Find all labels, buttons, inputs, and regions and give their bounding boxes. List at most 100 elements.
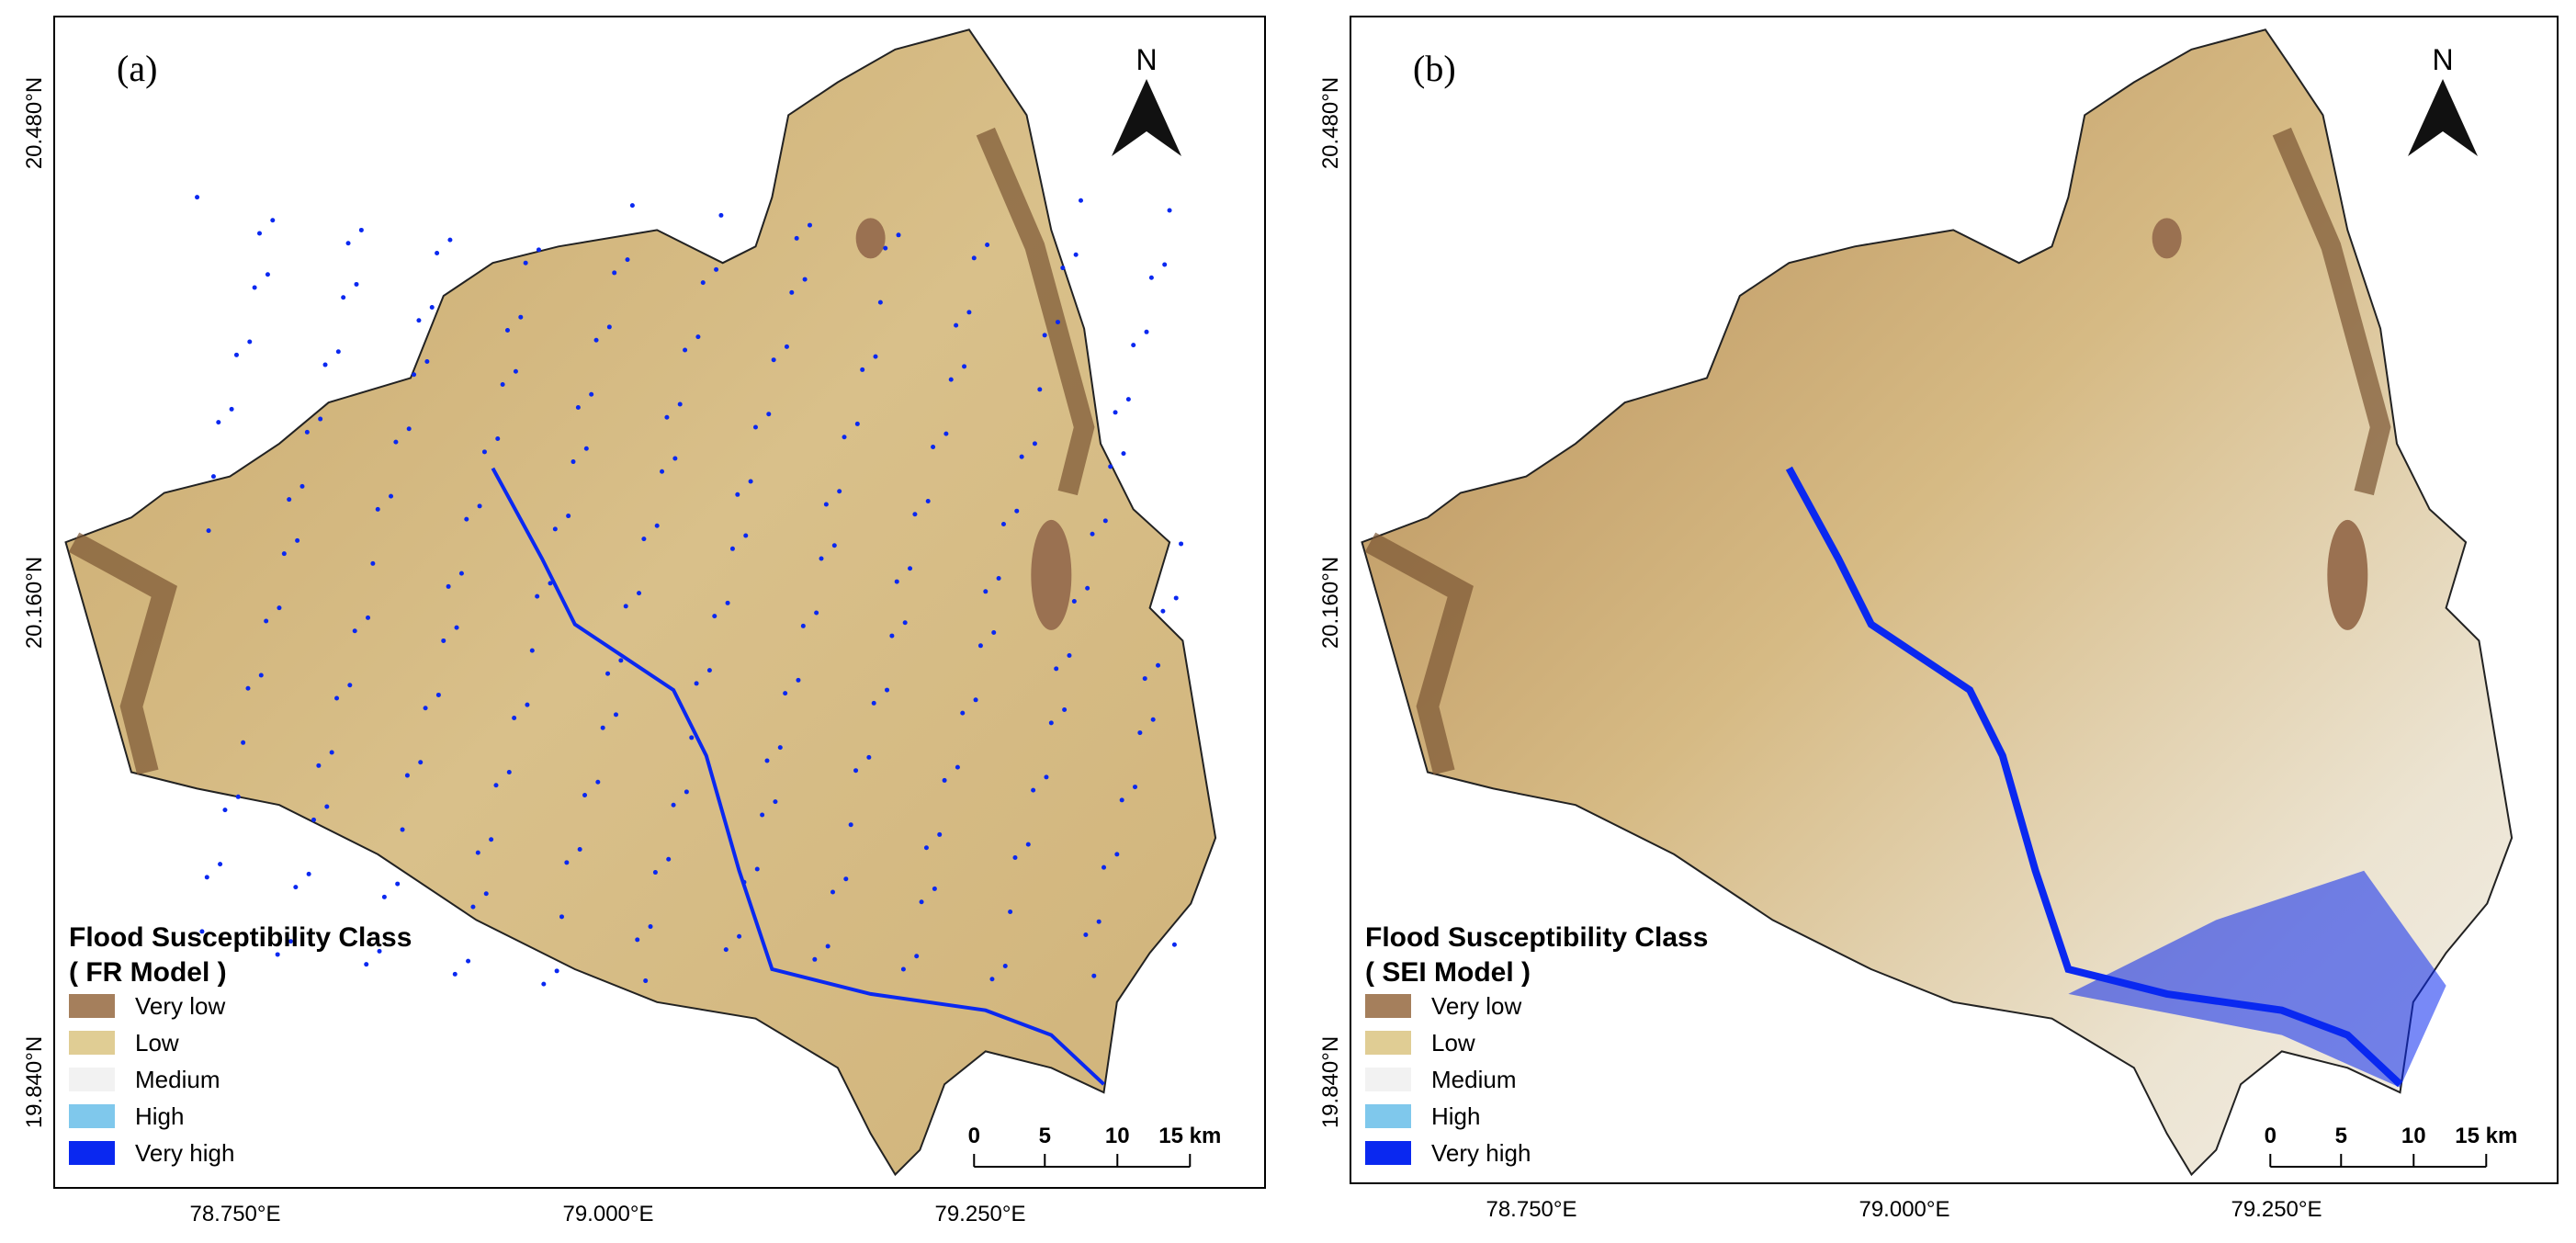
flood-pixel — [706, 668, 712, 673]
flood-pixel — [1144, 329, 1149, 334]
flood-pixel — [771, 357, 776, 363]
flood-pixel — [1042, 333, 1047, 338]
flood-pixel — [1044, 774, 1049, 780]
flood-pixel — [725, 600, 730, 605]
flood-pixel — [635, 937, 640, 943]
flood-pixel — [435, 250, 440, 255]
flood-pixel — [1008, 909, 1013, 914]
flood-pixel — [848, 822, 853, 828]
lat-label: 20.160°N — [22, 557, 47, 649]
flood-pixel — [714, 266, 719, 272]
flood-pixel — [316, 763, 322, 768]
flood-pixel — [206, 528, 211, 534]
flood-pixel — [1131, 343, 1136, 348]
flood-pixel — [216, 420, 221, 425]
flood-pixel — [648, 924, 653, 930]
lat-label: 20.480°N — [22, 77, 47, 169]
flood-pixel — [802, 277, 808, 282]
flood-pixel — [807, 222, 812, 228]
flood-pixel — [1148, 275, 1154, 280]
flood-pixel — [1171, 942, 1177, 947]
flood-pixel — [441, 638, 446, 643]
reservoir — [1031, 519, 1072, 630]
flood-pixel — [435, 692, 441, 697]
flood-pixel — [495, 436, 501, 442]
flood-pixel — [1173, 595, 1179, 601]
flood-pixel — [1150, 717, 1156, 722]
flood-pixel — [464, 516, 469, 522]
flood-pixel — [264, 618, 269, 624]
flood-pixel — [902, 620, 908, 626]
flood-pixel — [222, 808, 228, 813]
flood-pixel — [942, 777, 947, 783]
flood-pixel — [1002, 963, 1008, 968]
flood-pixel — [1012, 854, 1018, 860]
scale-label: 0 — [2265, 1124, 2277, 1148]
flood-pixel — [894, 579, 899, 584]
scale-label: 5 — [1039, 1124, 1051, 1148]
flood-pixel — [454, 625, 459, 630]
flood-pixel — [1179, 541, 1184, 547]
flood-pixel — [871, 700, 876, 706]
flood-pixel — [1114, 852, 1120, 857]
flood-pixel — [277, 605, 282, 611]
flood-pixel — [318, 416, 323, 422]
ridge — [1364, 532, 1474, 775]
flood-pixel — [741, 879, 747, 885]
flood-pixel — [1054, 666, 1059, 672]
legend-title: Flood Susceptibility Class — [1365, 922, 1708, 953]
lon-label: 78.750°E — [189, 1202, 280, 1226]
north-arrow — [1112, 79, 1182, 156]
flood-pixel — [1137, 730, 1143, 736]
flood-pixel — [335, 349, 341, 355]
flood-pixel — [854, 421, 860, 426]
flood-pixel — [258, 672, 264, 678]
flood-pixel — [919, 899, 924, 905]
ridge — [68, 532, 177, 775]
legend-subtitle: ( FR Model ) — [69, 957, 227, 988]
map-panel: (a) N 20.480°N 20.160°N 19.840°N 78.750°E 79.0… — [22, 16, 1266, 1226]
flood-pixel — [377, 948, 382, 954]
flood-pixel — [341, 295, 346, 300]
flood-pixel — [481, 449, 487, 455]
legend-swatch — [69, 1068, 115, 1091]
flood-pixel — [329, 750, 334, 755]
scale-label: 5 — [2335, 1124, 2347, 1148]
flood-pixel — [364, 962, 369, 967]
flood-pixel — [777, 745, 783, 751]
flood-pixel — [664, 414, 670, 420]
flood-pixel — [287, 497, 292, 503]
flood-pixel — [352, 628, 357, 634]
legend-swatch — [69, 994, 115, 1018]
flood-pixel — [1060, 266, 1066, 271]
flood-pixel — [423, 706, 428, 711]
flood-pixel — [912, 512, 918, 517]
flood-pixel — [577, 847, 582, 853]
flood-pixel — [595, 779, 601, 785]
flood-pixel — [452, 971, 458, 977]
legend-swatch — [1365, 994, 1411, 1018]
flood-pixel — [789, 289, 795, 295]
flood-pixel — [1032, 441, 1037, 446]
flood-pixel — [618, 658, 624, 663]
flood-pixel — [860, 367, 865, 372]
flood-pixel — [885, 687, 890, 693]
flood-pixel — [1156, 662, 1161, 668]
legend-swatch — [1365, 1031, 1411, 1055]
flood-pixel — [281, 551, 287, 557]
flood-pixel — [1125, 397, 1131, 402]
flood-pixel — [506, 769, 512, 774]
flood-pixel — [641, 537, 647, 542]
flood-pixel — [837, 489, 842, 494]
legend-label: Very low — [135, 992, 225, 1020]
flood-pixel — [1083, 932, 1089, 937]
flood-pixel — [752, 424, 758, 430]
flood-pixel — [322, 362, 328, 367]
flood-pixel — [247, 339, 253, 345]
flood-pixel — [996, 575, 1001, 581]
flood-pixel — [406, 426, 412, 432]
legend-label: High — [1431, 1102, 1480, 1130]
legend-label: Low — [135, 1029, 179, 1057]
flood-pixel — [210, 474, 216, 480]
